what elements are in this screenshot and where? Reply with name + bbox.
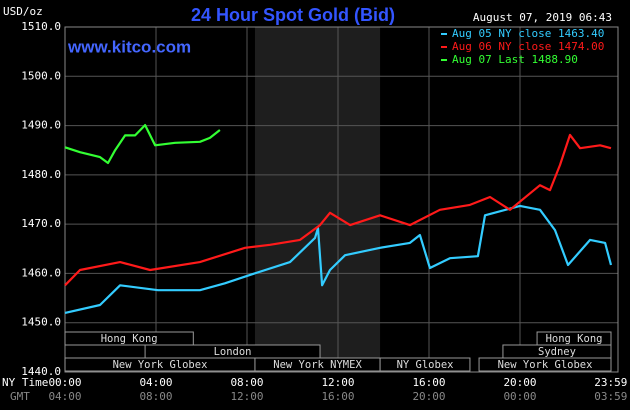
y-tick-label: 1500.0	[21, 69, 61, 82]
x-tick-label: 08:00	[230, 376, 263, 389]
session-label: Hong Kong	[101, 333, 158, 345]
y-tick-label: 1490.0	[21, 119, 61, 132]
x-tick-label: 04:00	[139, 376, 172, 389]
series-line	[64, 133, 612, 287]
x2-tick-label: 00:00	[503, 390, 536, 403]
x-tick-label: 23:59	[594, 376, 627, 389]
session-label: New York Globex	[498, 359, 593, 371]
x-axis-label: NY Time	[2, 376, 48, 389]
x-tick-label: 12:00	[321, 376, 354, 389]
session-box	[478, 357, 612, 372]
x-tick-label: 00:00	[48, 376, 81, 389]
y-tick-label: 1510.0	[21, 20, 61, 33]
x2-tick-label: 20:00	[412, 390, 445, 403]
session-label: NY Globex	[397, 359, 454, 371]
y-tick-label: 1480.0	[21, 168, 61, 181]
chart-title: 24 Hour Spot Gold (Bid)	[191, 5, 395, 25]
legend-label: Aug 05 NY close 1463.40	[452, 27, 604, 40]
legend-label: Aug 06 NY close 1474.00	[452, 40, 604, 53]
x-tick-label: 20:00	[503, 376, 536, 389]
watermark: www.kitco.com	[67, 37, 191, 56]
series-line	[64, 204, 613, 314]
legend-label: Aug 07 Last 1488.90	[452, 53, 578, 66]
y-tick-label: 1440.0	[21, 365, 61, 378]
shaded-region	[254, 27, 381, 372]
session-label: New York Globex	[113, 359, 208, 371]
session-label: Sydney	[538, 346, 576, 358]
x2-tick-label: 12:00	[230, 390, 263, 403]
session-label: New York NYMEX	[273, 359, 362, 371]
x2-tick-label: 16:00	[321, 390, 354, 403]
session-box	[379, 357, 471, 372]
x2-tick-label: 04:00	[48, 390, 81, 403]
session-label: London	[214, 346, 252, 358]
y-tick-label: 1470.0	[21, 217, 61, 230]
y-tick-label: 1460.0	[21, 266, 61, 279]
session-box	[64, 331, 194, 346]
x2-tick-label: 03:59	[594, 390, 627, 403]
series-line	[64, 124, 221, 165]
timestamp: August 07, 2019 06:43	[473, 11, 612, 24]
y-tick-label: 1450.0	[21, 316, 61, 329]
x-tick-label: 16:00	[412, 376, 445, 389]
session-label: Hong Kong	[546, 333, 603, 345]
x2-tick-label: 08:00	[139, 390, 172, 403]
plot-border	[64, 26, 619, 373]
y-unit-label: USD/oz	[3, 5, 43, 18]
x2-axis-label: GMT	[10, 390, 30, 403]
